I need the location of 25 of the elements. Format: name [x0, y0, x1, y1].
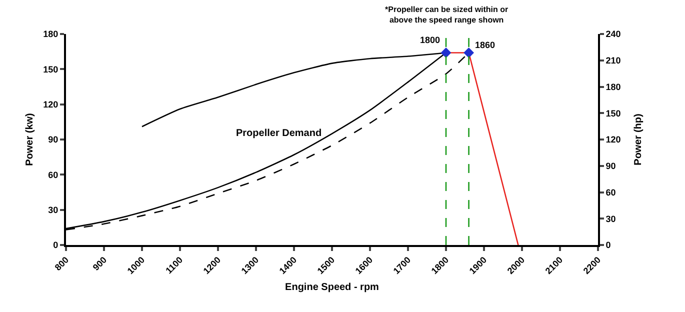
y-tick-label: 120 — [43, 99, 58, 110]
y-tick-label: 60 — [48, 170, 58, 180]
y-tick-label: 150 — [43, 64, 58, 74]
annotation: Propeller Demand — [236, 128, 322, 139]
y2-tick-label: 60 — [606, 187, 616, 198]
ref-line-label: 1860 — [475, 40, 496, 50]
y2-tick-label: 150 — [606, 108, 621, 118]
y2-tick-label: 210 — [606, 56, 621, 66]
y-tick-label: 90 — [48, 134, 58, 145]
y2-tick-label: 0 — [606, 240, 611, 250]
y2-axis-title: Power (hp) — [632, 114, 644, 166]
x-axis-title: Engine Speed - rpm — [285, 282, 380, 294]
y-tick-label: 30 — [48, 204, 58, 215]
y2-tick-label: 90 — [606, 161, 616, 172]
y2-tick-label: 180 — [606, 82, 621, 92]
y-axis-title: Power (kw) — [24, 113, 36, 166]
y2-tick-label: 30 — [606, 214, 616, 224]
text: *Propeller can be sized within or above the speed range shown — [385, 5, 508, 24]
y2-tick-label: 240 — [606, 29, 621, 40]
y-tick-label: 0 — [53, 240, 58, 250]
x-tick-label: 800 — [52, 254, 71, 273]
y2-tick-label: 120 — [606, 134, 621, 145]
x-tick-label: 900 — [90, 254, 109, 273]
ref-line-label: 1800 — [420, 35, 440, 45]
y-tick-label: 180 — [43, 29, 58, 40]
